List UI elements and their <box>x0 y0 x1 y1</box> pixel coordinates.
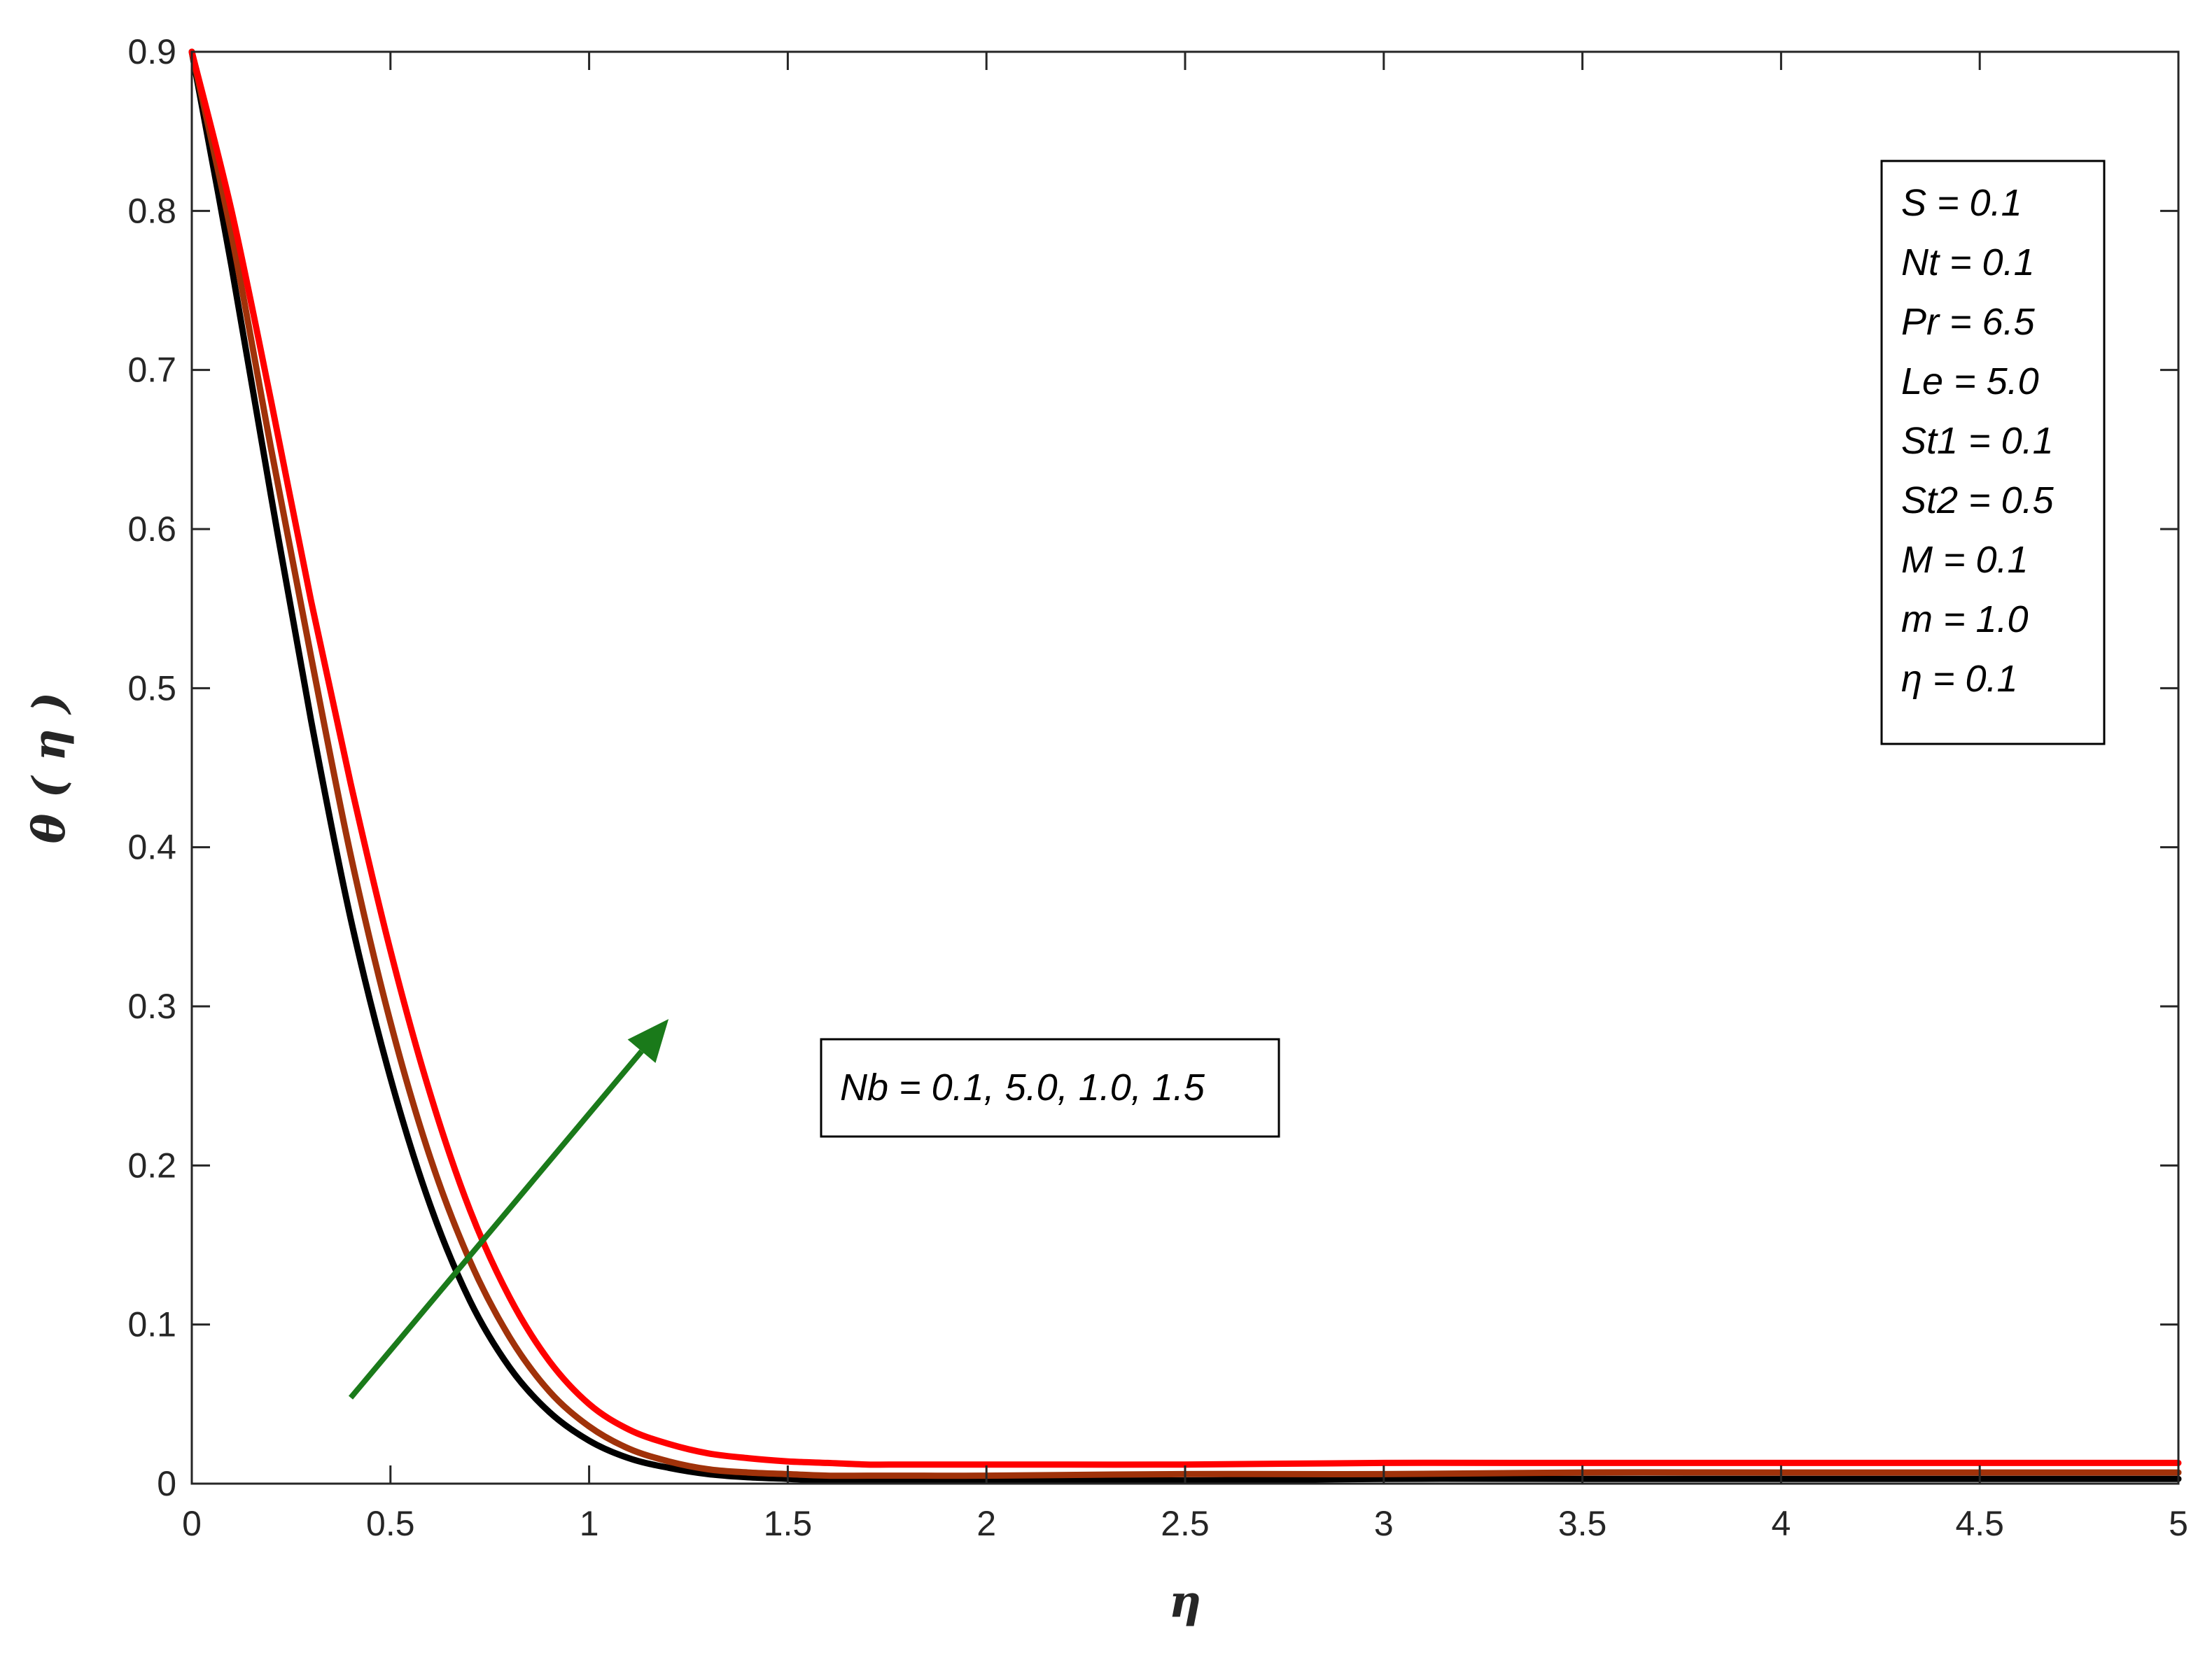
param-line: m = 1.0 <box>1901 598 2029 640</box>
y-tick-label: 0.3 <box>127 987 176 1026</box>
param-line: Nt = 0.1 <box>1901 241 2035 283</box>
param-line: Le = 5.0 <box>1901 360 2039 402</box>
x-tick-label: 3.5 <box>1558 1504 1607 1543</box>
y-tick-label: 0.9 <box>127 32 176 71</box>
x-tick-label: 1 <box>580 1504 599 1543</box>
y-tick-label: 0.8 <box>127 191 176 230</box>
y-tick-label: 0.7 <box>127 351 176 390</box>
param-line: St2 = 0.5 <box>1901 479 2054 521</box>
annotation-arrow-layer <box>348 1019 669 1400</box>
x-tick-label: 0 <box>182 1504 202 1543</box>
x-tick-label: 4.5 <box>1955 1504 2004 1543</box>
nb-annotation-box: Nb = 0.1, 5.0, 1.0, 1.5 <box>820 1038 1280 1138</box>
tick-layer: 0 0.5 1 1.5 2 2.5 3 3.5 4 4.5 5 0 0.1 0.2 0.3 0.4 0.5 0.6… <box>127 32 2188 1543</box>
series-layer <box>188 48 2182 1484</box>
param-line: Pr = 6.5 <box>1901 301 2036 343</box>
nb-annotation-text: Nb = 0.1, 5.0, 1.0, 1.5 <box>840 1067 1205 1109</box>
y-tick-label: 0.4 <box>127 828 176 867</box>
series-line-1 <box>188 48 2182 1484</box>
nb-annotation-frame <box>820 1038 1280 1138</box>
plot-background <box>192 52 2178 1484</box>
x-tick-label: 2.5 <box>1161 1504 1210 1543</box>
param-line: η = 0.1 <box>1901 658 2018 700</box>
param-line: St1 = 0.1 <box>1901 420 2054 462</box>
y-tick-label: 0.2 <box>127 1146 176 1185</box>
plot-frame <box>190 50 2180 1485</box>
x-tick-label: 5 <box>2169 1504 2188 1543</box>
param-line: S = 0.1 <box>1901 182 2022 224</box>
y-tick-label: 0 <box>157 1464 176 1503</box>
series-line-2 <box>188 48 2182 1479</box>
series-line-3 <box>188 48 2182 1468</box>
y-axis-label: θ ( η ) <box>23 692 76 844</box>
x-tick-label: 2 <box>976 1504 996 1543</box>
x-tick-label: 0.5 <box>366 1504 415 1543</box>
parameters-box: S = 0.1 Nt = 0.1 Pr = 6.5 Le = 5.0 St1 =… <box>1880 160 2106 745</box>
annotation-arrow-head <box>627 1019 669 1063</box>
y-tick-label: 0.6 <box>127 509 176 549</box>
y-tick-label: 0.5 <box>127 668 176 708</box>
x-tick-label: 4 <box>1771 1504 1791 1543</box>
x-axis-label: η <box>1169 1575 1202 1628</box>
x-tick-label: 3 <box>1374 1504 1394 1543</box>
parameters-box-frame <box>1880 160 2106 745</box>
x-tick-label: 1.5 <box>764 1504 813 1543</box>
param-line: M = 0.1 <box>1901 539 2029 581</box>
annotation-arrow-shaft <box>348 1049 644 1400</box>
y-tick-label: 0.1 <box>127 1305 176 1344</box>
